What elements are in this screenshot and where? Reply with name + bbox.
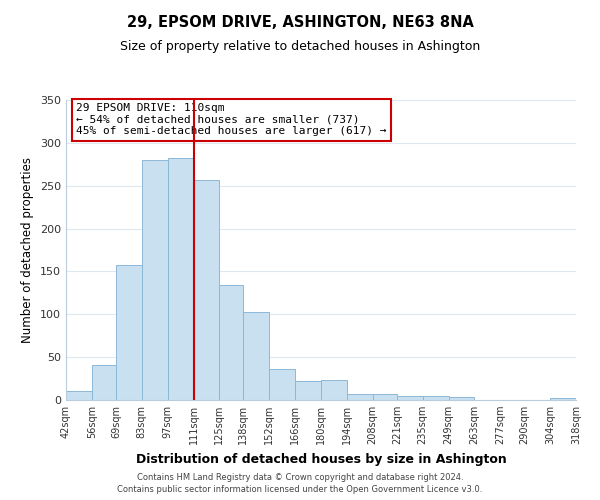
Bar	[116, 266, 142, 400]
Bar	[321, 380, 347, 400]
Bar	[92, 365, 116, 400]
Bar	[373, 394, 397, 400]
Text: Contains public sector information licensed under the Open Government Licence v3: Contains public sector information licen…	[118, 485, 482, 494]
Bar	[167, 158, 193, 400]
Text: 29 EPSOM DRIVE: 110sqm
← 54% of detached houses are smaller (737)
45% of semi-de: 29 EPSOM DRIVE: 110sqm ← 54% of detached…	[76, 103, 387, 136]
Bar	[550, 398, 576, 400]
Bar	[422, 396, 449, 400]
Bar	[269, 369, 295, 400]
X-axis label: Distribution of detached houses by size in Ashington: Distribution of detached houses by size …	[136, 452, 506, 466]
Bar	[193, 180, 220, 400]
Bar	[347, 394, 373, 400]
Bar	[295, 381, 321, 400]
Text: 29, EPSOM DRIVE, ASHINGTON, NE63 8NA: 29, EPSOM DRIVE, ASHINGTON, NE63 8NA	[127, 15, 473, 30]
Bar	[449, 396, 475, 400]
Bar	[220, 285, 244, 400]
Bar	[397, 396, 422, 400]
Text: Size of property relative to detached houses in Ashington: Size of property relative to detached ho…	[120, 40, 480, 53]
Bar	[66, 390, 92, 400]
Y-axis label: Number of detached properties: Number of detached properties	[22, 157, 34, 343]
Bar	[244, 312, 269, 400]
Text: Contains HM Land Registry data © Crown copyright and database right 2024.: Contains HM Land Registry data © Crown c…	[137, 472, 463, 482]
Bar	[142, 160, 167, 400]
